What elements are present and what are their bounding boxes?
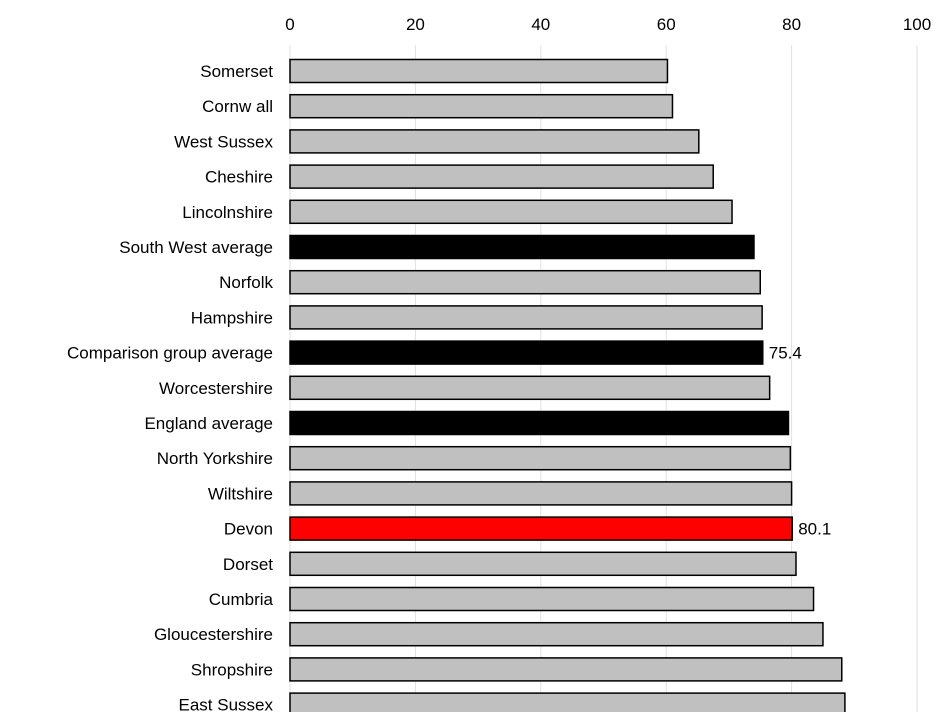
x-tick-label: 100 bbox=[903, 15, 931, 34]
category-label: Cumbria bbox=[209, 590, 274, 609]
category-label: South West average bbox=[119, 238, 273, 257]
bar bbox=[289, 340, 764, 365]
category-label: Lincolnshire bbox=[182, 203, 273, 222]
bar bbox=[289, 445, 792, 471]
category-label: Somerset bbox=[200, 62, 273, 81]
category-label: Dorset bbox=[223, 555, 273, 574]
x-tick-label: 20 bbox=[406, 15, 425, 34]
bar bbox=[289, 657, 843, 682]
category-label: East Sussex bbox=[179, 696, 274, 712]
bar bbox=[289, 269, 761, 295]
bar bbox=[289, 551, 797, 577]
bar bbox=[289, 516, 793, 541]
bar bbox=[289, 164, 714, 189]
x-tick-label: 40 bbox=[531, 15, 550, 34]
x-axis-ticks: 0 20 40 60 80 100 bbox=[285, 15, 931, 34]
data-label: 80.1 bbox=[798, 520, 831, 539]
bar bbox=[289, 692, 846, 717]
category-label: North Yorkshire bbox=[157, 449, 273, 468]
bar bbox=[289, 586, 815, 612]
bar bbox=[289, 234, 755, 260]
data-labels: 75.4 80.1 bbox=[769, 344, 832, 539]
category-label: Devon bbox=[224, 520, 273, 539]
category-label: Gloucestershire bbox=[154, 625, 273, 644]
category-label: Norfolk bbox=[219, 273, 273, 292]
bar bbox=[289, 129, 700, 154]
bar bbox=[289, 410, 790, 436]
x-tick-label: 80 bbox=[782, 15, 801, 34]
bar bbox=[289, 58, 669, 84]
bar bbox=[289, 305, 763, 330]
bar bbox=[289, 375, 771, 401]
category-label: Cornw all bbox=[202, 97, 273, 116]
category-label: Comparison group average bbox=[67, 344, 273, 363]
x-tick-label: 60 bbox=[657, 15, 676, 34]
category-label: Shropshire bbox=[191, 660, 273, 679]
category-label: Wiltshire bbox=[208, 484, 273, 503]
data-label: 75.4 bbox=[769, 344, 802, 363]
bars bbox=[289, 58, 846, 717]
category-label: Cheshire bbox=[205, 168, 273, 187]
bar bbox=[289, 621, 824, 647]
x-tick-label: 0 bbox=[285, 15, 294, 34]
bar bbox=[289, 481, 793, 506]
category-label: Worcestershire bbox=[159, 379, 273, 398]
category-label: West Sussex bbox=[174, 132, 273, 151]
category-labels: Somerset Cornw all West Sussex Cheshire Linc… bbox=[67, 62, 274, 715]
bar bbox=[289, 93, 674, 119]
category-label: England average bbox=[144, 414, 273, 433]
bar bbox=[289, 199, 733, 225]
category-label: Hampshire bbox=[191, 308, 273, 327]
